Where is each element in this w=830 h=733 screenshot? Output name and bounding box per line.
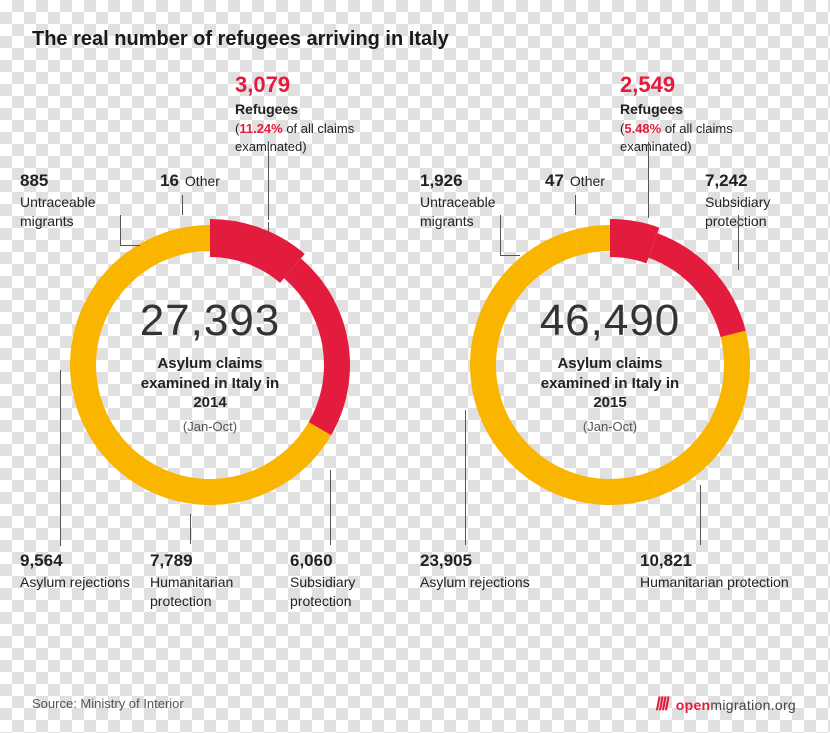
label-untraceable: 1,926Untraceable migrants bbox=[420, 170, 530, 231]
leader-line bbox=[60, 545, 61, 546]
label-humanitarian: 10,821Humanitarian protection bbox=[640, 550, 790, 592]
leader-line bbox=[500, 215, 501, 255]
leader-line bbox=[575, 195, 576, 215]
donut-segment-subsidiary bbox=[649, 233, 746, 337]
leader-line bbox=[60, 370, 61, 545]
donut-segment-subsidiary bbox=[284, 258, 350, 435]
source-text: Source: Ministry of Interior bbox=[32, 696, 184, 711]
label-untraceable: 885Untraceable migrants bbox=[20, 170, 130, 231]
leader-line bbox=[268, 142, 269, 220]
leader-line bbox=[648, 142, 649, 218]
leader-line bbox=[182, 195, 183, 215]
leader-line bbox=[268, 222, 269, 232]
leader-line bbox=[190, 514, 191, 544]
leader-line bbox=[465, 410, 466, 545]
label-subsidiary: 6,060Subsidiary protection bbox=[290, 550, 410, 611]
donut-chart: 27,393Asylum claims examined in Italy in… bbox=[60, 215, 360, 515]
brand-text: openmigration.org bbox=[676, 697, 796, 713]
donut-segment-humanitarian bbox=[650, 331, 750, 497]
leader-line bbox=[330, 470, 331, 545]
page-title: The real number of refugees arriving in … bbox=[32, 28, 449, 51]
label-rejections: 23,905Asylum rejections bbox=[420, 550, 530, 592]
chart-2015: 46,490Asylum claims examined in Italy in… bbox=[420, 70, 800, 630]
brand-logo: //// openmigration.org bbox=[656, 694, 796, 715]
leader-line bbox=[700, 485, 701, 545]
label-other: 16Other bbox=[160, 170, 280, 193]
label-subsidiary: 7,242Subsidiary protection bbox=[705, 170, 815, 231]
donut-chart: 46,490Asylum claims examined in Italy in… bbox=[460, 215, 760, 515]
chart-2014: 27,393Asylum claims examined in Italy in… bbox=[20, 70, 400, 630]
leader-line bbox=[500, 255, 520, 256]
donut-segment-rejections bbox=[70, 228, 187, 468]
donut-segment-humanitarian bbox=[115, 422, 331, 505]
donut-segment-rejections bbox=[470, 230, 659, 505]
label-refugees: 3,079Refugees(11.24% of all claims exami… bbox=[235, 70, 405, 156]
brand-mark-icon: //// bbox=[656, 694, 668, 715]
leader-line bbox=[738, 215, 739, 270]
label-humanitarian: 7,789Humanitarian protection bbox=[150, 550, 280, 611]
label-refugees: 2,549Refugees(5.48% of all claims examin… bbox=[620, 70, 790, 156]
leader-line bbox=[120, 215, 121, 245]
label-other: 47Other bbox=[545, 170, 665, 193]
label-rejections: 9,564Asylum rejections bbox=[20, 550, 130, 592]
leader-line bbox=[120, 245, 140, 246]
